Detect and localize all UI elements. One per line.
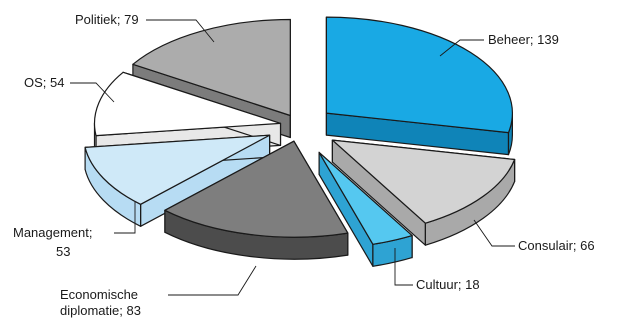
slice-beheer-top: [325, 16, 513, 134]
label-beheer: Beheer; 139: [488, 32, 559, 47]
slice-consulair: [331, 139, 516, 246]
pie-labels: Beheer; 139 Consulair; 66 Cultuur; 18 Ec…: [13, 12, 595, 318]
label-management-line1: Management;: [13, 225, 93, 240]
slice-os: [93, 71, 282, 159]
leader-cultuur: [394, 248, 413, 286]
label-management-line2: 53: [56, 244, 70, 259]
label-cultuur: Cultuur; 18: [416, 277, 480, 292]
leader-beheer: [439, 39, 484, 57]
slice-politiek-top: [132, 18, 291, 117]
slice-consulair-top: [331, 139, 516, 224]
slice-beheer: [325, 16, 513, 156]
leader-economische-diplomatie: [168, 265, 257, 296]
slice-os-top: [93, 71, 282, 137]
label-leader-lines: [70, 19, 515, 296]
slice-cultuur: [318, 151, 413, 267]
slice-cultuur-top: [318, 151, 413, 245]
label-consulair: Consulair; 66: [518, 238, 595, 253]
leader-politiek: [146, 19, 215, 43]
leader-os: [70, 82, 115, 103]
slice-management: [84, 134, 271, 227]
leader-consulair: [473, 219, 515, 247]
slice-economische-diplomatie-top: [164, 140, 349, 238]
slice-management-top: [84, 134, 271, 205]
label-economische-diplomatie-line2: diplomatie; 83: [60, 303, 141, 318]
slice-economische-diplomatie: [164, 140, 349, 260]
leader-management: [114, 202, 136, 234]
pie-slices: [84, 16, 516, 267]
label-economische-diplomatie-line1: Economische: [60, 287, 138, 302]
label-os: OS; 54: [24, 75, 64, 90]
label-politiek: Politiek; 79: [75, 12, 139, 27]
